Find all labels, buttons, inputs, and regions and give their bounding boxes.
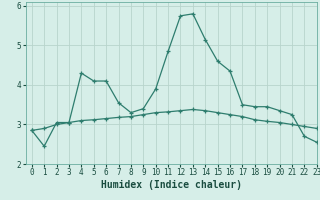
X-axis label: Humidex (Indice chaleur): Humidex (Indice chaleur) — [101, 180, 242, 190]
